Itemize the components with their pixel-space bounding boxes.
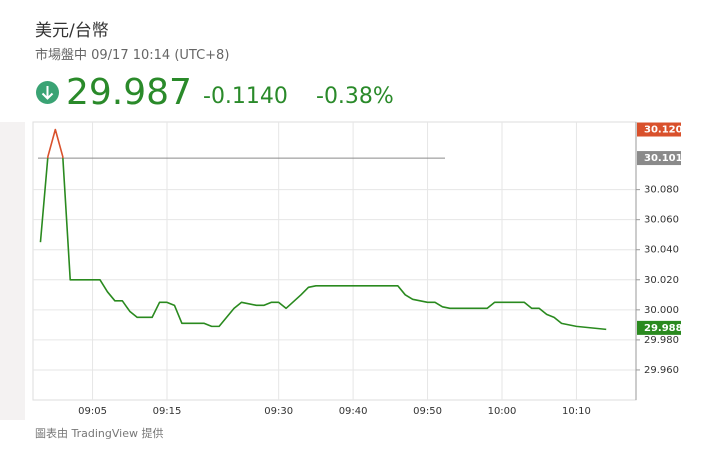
y-tick-label: 30.000 [644, 305, 679, 316]
plot-frame [32, 121, 637, 401]
price-tag-label: 30.101 [644, 153, 683, 164]
x-tick-label: 10:10 [562, 406, 591, 417]
down-icon [36, 81, 59, 104]
price-tag-label: 29.988 [644, 323, 683, 334]
change: -0.1140 [203, 84, 288, 109]
price-tag [637, 122, 681, 137]
title: 美元/台幣 [35, 21, 109, 41]
x-tick-label: 09:30 [264, 406, 293, 417]
side-strip [0, 122, 25, 420]
y-tick-label: 29.960 [644, 365, 679, 376]
arrow [41, 86, 54, 100]
y-tick-label: 30.060 [644, 215, 679, 226]
footer: 圖表由 TradingView 提供 [35, 427, 164, 440]
x-tick-label: 09:50 [413, 406, 442, 417]
x-tick-label: 09:05 [78, 406, 107, 417]
x-tick-label: 09:15 [153, 406, 182, 417]
y-tick-label: 30.020 [644, 275, 679, 286]
x-tick-label: 10:00 [488, 406, 517, 417]
price-line-above [46, 128, 64, 159]
change-pct: -0.38% [316, 84, 394, 109]
chart: 29.960 29.980 30.000 30.020 30.040 30.060 30.0… [0, 121, 683, 420]
price-line [39, 158, 607, 331]
y-tick-label: 30.080 [644, 185, 679, 196]
price-tag [637, 320, 681, 335]
y-tick-label: 30.040 [644, 245, 679, 256]
y-tick-label: 29.980 [644, 335, 679, 346]
x-tick-label: 09:40 [339, 406, 368, 417]
price: 29.987 [66, 72, 192, 113]
price-tag [637, 151, 681, 166]
price-tag-label: 30.120 [644, 125, 683, 136]
subtitle: 市場盤中 09/17 10:14 (UTC+8) [35, 48, 230, 63]
